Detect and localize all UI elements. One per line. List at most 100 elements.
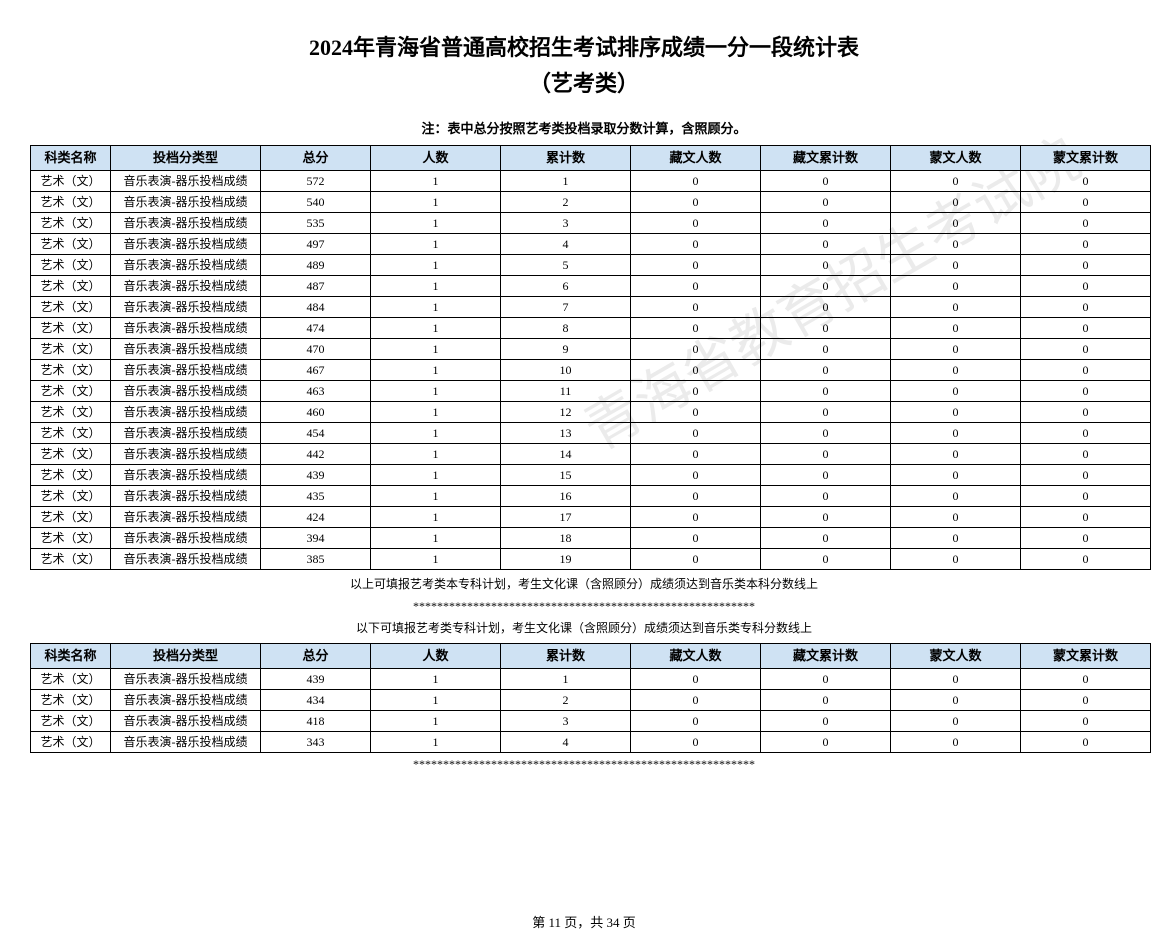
table-cell: 艺术（文） — [31, 297, 111, 318]
table-cell: 音乐表演-器乐投档成绩 — [111, 234, 261, 255]
table-row: 艺术（文）音乐表演-器乐投档成绩470190000 — [31, 339, 1151, 360]
table-cell: 0 — [631, 276, 761, 297]
table-cell: 0 — [891, 192, 1021, 213]
page-title: 2024年青海省普通高校招生考试排序成绩一分一段统计表 — [30, 30, 1138, 62]
table-cell: 音乐表演-器乐投档成绩 — [111, 318, 261, 339]
table-cell: 0 — [1021, 507, 1151, 528]
table-cell: 0 — [891, 276, 1021, 297]
table-cell: 0 — [891, 444, 1021, 465]
table-cell: 0 — [891, 402, 1021, 423]
table-cell: 0 — [1021, 528, 1151, 549]
table-cell: 1 — [371, 234, 501, 255]
table-cell: 音乐表演-器乐投档成绩 — [111, 668, 261, 689]
table-row: 艺术（文）音乐表演-器乐投档成绩572110000 — [31, 171, 1151, 192]
table-cell: 0 — [631, 171, 761, 192]
table-cell: 0 — [1021, 381, 1151, 402]
table-cell: 音乐表演-器乐投档成绩 — [111, 731, 261, 752]
table-cell: 0 — [761, 318, 891, 339]
table-cell: 艺术（文） — [31, 668, 111, 689]
table-cell: 音乐表演-器乐投档成绩 — [111, 339, 261, 360]
table-cell: 艺术（文） — [31, 360, 111, 381]
table-cell: 0 — [891, 381, 1021, 402]
table-cell: 1 — [371, 710, 501, 731]
table-cell: 音乐表演-器乐投档成绩 — [111, 171, 261, 192]
table-cell: 470 — [261, 339, 371, 360]
table-cell: 0 — [631, 731, 761, 752]
table-header-row: 科类名称 投档分类型 总分 人数 累计数 藏文人数 藏文累计数 蒙文人数 蒙文累… — [31, 643, 1151, 668]
table-cell: 0 — [761, 234, 891, 255]
table-cell: 1 — [371, 276, 501, 297]
table-cell: 艺术（文） — [31, 276, 111, 297]
table-cell: 0 — [631, 465, 761, 486]
table-cell: 0 — [1021, 360, 1151, 381]
table-cell: 0 — [631, 381, 761, 402]
table-cell: 音乐表演-器乐投档成绩 — [111, 402, 261, 423]
table-row: 艺术（文）音乐表演-器乐投档成绩4601120000 — [31, 402, 1151, 423]
table-cell: 0 — [1021, 318, 1151, 339]
table-cell: 音乐表演-器乐投档成绩 — [111, 297, 261, 318]
table-cell: 2 — [501, 689, 631, 710]
table-cell: 0 — [891, 668, 1021, 689]
table-row: 艺术（文）音乐表演-器乐投档成绩4351160000 — [31, 486, 1151, 507]
table-cell: 19 — [501, 549, 631, 570]
table-cell: 0 — [1021, 668, 1151, 689]
header-mengcum: 蒙文累计数 — [1021, 146, 1151, 171]
table-cell: 489 — [261, 255, 371, 276]
table-row: 艺术（文）音乐表演-器乐投档成绩4241170000 — [31, 507, 1151, 528]
table-cell: 0 — [1021, 465, 1151, 486]
table-cell: 0 — [891, 360, 1021, 381]
table-cell: 0 — [631, 444, 761, 465]
table-cell: 0 — [1021, 192, 1151, 213]
table-cell: 0 — [761, 402, 891, 423]
stars-2: ****************************************… — [30, 757, 1138, 772]
table-cell: 音乐表演-器乐投档成绩 — [111, 360, 261, 381]
table-cell: 0 — [1021, 731, 1151, 752]
table-cell: 1 — [371, 360, 501, 381]
table-cell: 1 — [371, 507, 501, 528]
table-cell: 艺术（文） — [31, 423, 111, 444]
table-cell: 1 — [501, 668, 631, 689]
table-cell: 0 — [1021, 402, 1151, 423]
table-cell: 0 — [631, 710, 761, 731]
page-footer: 第 11 页，共 34 页 — [30, 912, 1138, 931]
table-cell: 5 — [501, 255, 631, 276]
header-zangcum: 藏文累计数 — [761, 643, 891, 668]
table-cell: 艺术（文） — [31, 213, 111, 234]
header-type: 投档分类型 — [111, 643, 261, 668]
table-cell: 0 — [761, 444, 891, 465]
table-cell: 0 — [891, 318, 1021, 339]
table-cell: 艺术（文） — [31, 234, 111, 255]
table-cell: 1 — [371, 171, 501, 192]
table-cell: 0 — [631, 318, 761, 339]
table-cell: 0 — [631, 507, 761, 528]
table-cell: 424 — [261, 507, 371, 528]
table-cell: 1 — [371, 465, 501, 486]
table-cell: 1 — [371, 297, 501, 318]
table-cell: 454 — [261, 423, 371, 444]
table-cell: 0 — [761, 668, 891, 689]
table-cell: 0 — [891, 171, 1021, 192]
header-cum: 累计数 — [501, 146, 631, 171]
table-row: 艺术（文）音乐表演-器乐投档成绩434120000 — [31, 689, 1151, 710]
table-cell: 0 — [761, 528, 891, 549]
table-cell: 1 — [371, 192, 501, 213]
table-cell: 0 — [891, 339, 1021, 360]
table-cell: 0 — [761, 423, 891, 444]
table-cell: 音乐表演-器乐投档成绩 — [111, 192, 261, 213]
table-cell: 1 — [371, 668, 501, 689]
table-cell: 0 — [631, 528, 761, 549]
header-count: 人数 — [371, 146, 501, 171]
table-row: 艺术（文）音乐表演-器乐投档成绩535130000 — [31, 213, 1151, 234]
table-row: 艺术（文）音乐表演-器乐投档成绩4541130000 — [31, 423, 1151, 444]
table-cell: 1 — [371, 213, 501, 234]
table-cell: 1 — [371, 528, 501, 549]
table-cell: 439 — [261, 668, 371, 689]
table-cell: 1 — [371, 381, 501, 402]
header-subject: 科类名称 — [31, 146, 111, 171]
table-cell: 0 — [1021, 710, 1151, 731]
table-row: 艺术（文）音乐表演-器乐投档成绩439110000 — [31, 668, 1151, 689]
table-cell: 0 — [761, 339, 891, 360]
table-cell: 0 — [891, 549, 1021, 570]
table-cell: 0 — [631, 668, 761, 689]
header-meng: 蒙文人数 — [891, 643, 1021, 668]
